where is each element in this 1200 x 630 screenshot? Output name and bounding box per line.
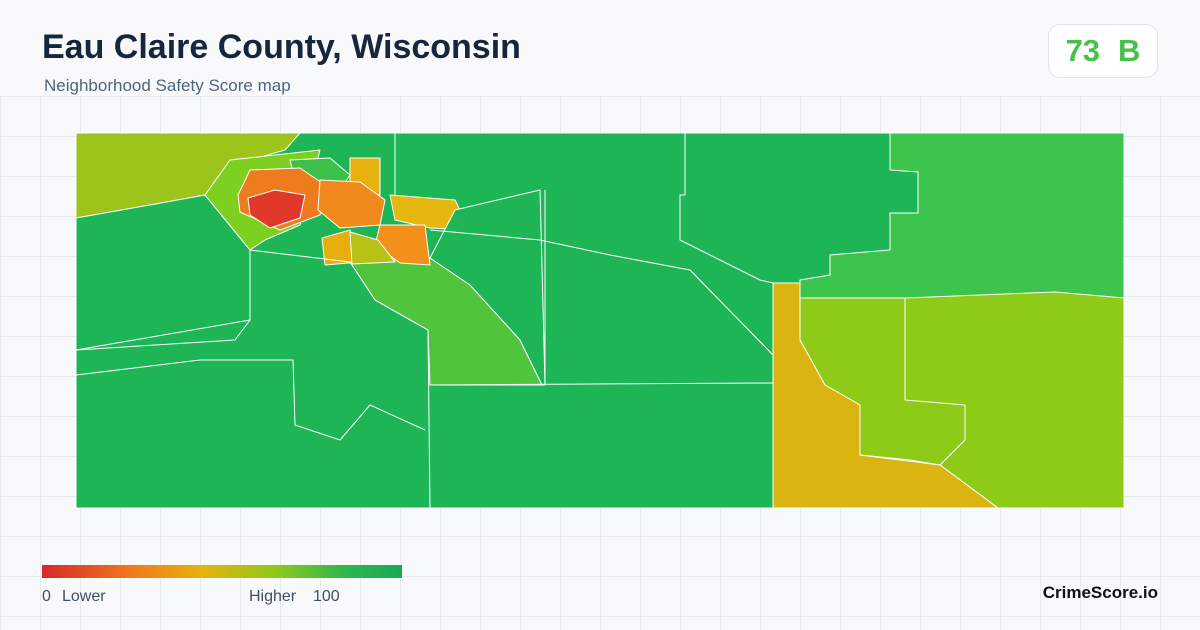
region	[349, 231, 396, 265]
boundary	[429, 229, 774, 356]
boundary	[75, 249, 431, 509]
boundary	[429, 382, 774, 386]
legend-min: 0	[42, 588, 51, 605]
legend-max-label: Higher	[249, 588, 297, 605]
subtitle: Neighborhood Safety Score map	[44, 76, 291, 95]
boundary	[75, 359, 426, 441]
legend-min-label: Lower	[62, 588, 106, 605]
score-grade: B	[1118, 33, 1141, 68]
legend-gradient	[42, 565, 402, 578]
title: Eau Claire County, Wisconsin	[42, 28, 521, 66]
boundary	[679, 133, 774, 284]
score-badge: 73 B	[1048, 24, 1158, 78]
region	[772, 282, 999, 509]
legend-max: 100	[313, 588, 340, 605]
score-value: 73	[1065, 33, 1101, 68]
boundary	[904, 298, 966, 466]
brand: CrimeScore.io	[1042, 583, 1158, 602]
region	[247, 189, 306, 229]
region	[429, 189, 546, 386]
